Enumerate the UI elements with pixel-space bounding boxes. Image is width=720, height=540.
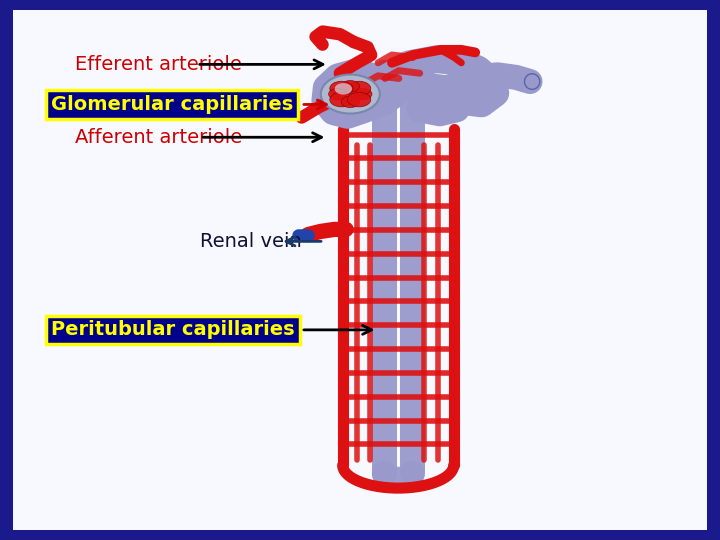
Ellipse shape [330,92,353,107]
Ellipse shape [321,75,379,113]
Ellipse shape [341,80,359,92]
Text: Peritubular capillaries: Peritubular capillaries [51,320,294,339]
Ellipse shape [341,96,359,107]
Text: Glomerular capillaries: Glomerular capillaries [51,95,293,114]
Ellipse shape [354,89,372,100]
Ellipse shape [328,89,347,100]
Text: Afferent arteriole: Afferent arteriole [76,128,243,147]
Ellipse shape [348,81,371,96]
Ellipse shape [330,81,353,96]
Text: Efferent arteriole: Efferent arteriole [76,55,243,74]
Text: Renal vein: Renal vein [200,232,302,251]
Ellipse shape [335,83,352,94]
Ellipse shape [524,74,540,89]
Ellipse shape [348,92,371,107]
